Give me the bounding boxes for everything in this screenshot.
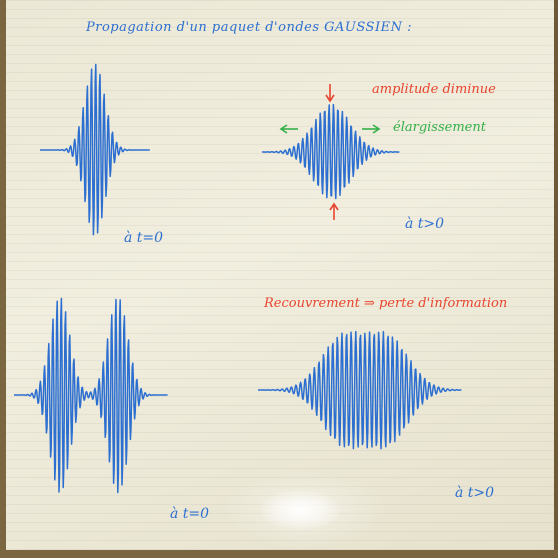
frame-right: [554, 0, 558, 558]
frame-bottom: [0, 550, 558, 558]
page-title: Propagation d'un paquet d'ondes GAUSSIEN…: [86, 20, 412, 35]
light-reflection-core: [260, 490, 340, 530]
amplitude-arrow-top: [325, 84, 335, 103]
wave-packet-tpos-top: [261, 103, 400, 200]
frame-left: [0, 0, 6, 558]
amplitude-label: amplitude diminue: [372, 82, 496, 97]
spread-arrow-right: [362, 124, 381, 134]
spread-arrow-left: [279, 124, 298, 134]
time-label-t0-bottom: à t=0: [170, 506, 210, 522]
wave-packets-t0-bottom: [13, 297, 168, 494]
wave-packets-tpos-bottom: [257, 330, 462, 450]
amplitude-arrow-bottom: [329, 202, 339, 220]
recouvrement-label: Recouvrement ⇒ perte d'information: [264, 296, 508, 311]
time-label-tpos-top: à t>0: [405, 216, 445, 232]
time-label-t0-top: à t=0: [124, 230, 164, 246]
wave-packet-t0-top: [39, 63, 150, 236]
elargissement-label: élargissement: [393, 120, 486, 135]
time-label-tpos-bottom: à t>0: [455, 485, 495, 501]
